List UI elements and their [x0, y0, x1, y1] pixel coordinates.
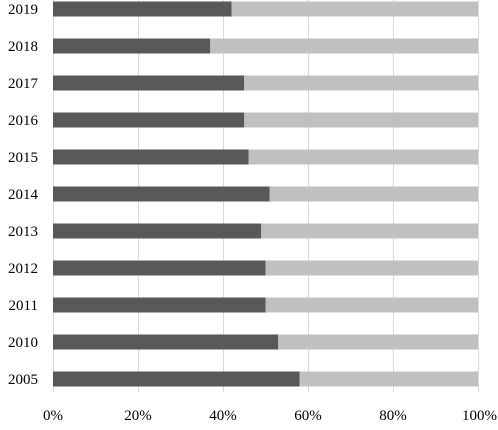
category-label-2005: 2005	[8, 372, 38, 388]
x-tick-label-100pct: 100%	[462, 408, 497, 424]
category-label-2019: 2019	[8, 2, 38, 18]
bar-2015-segment-1	[53, 149, 249, 165]
bar-2005-segment-1	[53, 371, 300, 387]
bar-2016-segment-1	[53, 112, 245, 128]
category-label-2011: 2011	[9, 298, 38, 314]
x-tick-labels: 0% 20% 40% 60% 80% 100%	[43, 408, 497, 424]
bar-2013-segment-2	[261, 223, 478, 239]
category-label-2015: 2015	[8, 150, 38, 166]
bar-2017-segment-1	[53, 75, 245, 91]
category-label-2018: 2018	[8, 39, 38, 55]
bar-2018-segment-1	[53, 38, 211, 54]
bar-2011-segment-2	[265, 297, 478, 313]
category-label-2012: 2012	[8, 261, 38, 277]
bar-2010-segment-1	[53, 334, 279, 350]
bar-2005-segment-2	[299, 371, 478, 387]
x-tick-label-40pct: 40%	[209, 408, 237, 424]
bar-2010-segment-2	[278, 334, 478, 350]
category-label-2017: 2017	[8, 76, 39, 92]
category-labels: 2019 2018 2017 2016 2015 2014 2013 2012 2011 2010…	[8, 2, 39, 388]
x-tick-label-0pct: 0%	[43, 408, 63, 424]
bar-2011-segment-1	[53, 297, 266, 313]
bar-2015-segment-2	[248, 149, 478, 165]
category-label-2013: 2013	[8, 224, 38, 240]
x-tick-label-80pct: 80%	[379, 408, 407, 424]
bar-2014-segment-2	[269, 186, 478, 202]
bars	[53, 1, 478, 387]
bar-2018-segment-2	[210, 38, 478, 54]
x-tick-label-60pct: 60%	[294, 408, 322, 424]
bar-2012-segment-2	[265, 260, 478, 276]
bar-2019-segment-1	[53, 1, 232, 17]
bar-2017-segment-2	[244, 75, 478, 91]
bar-2013-segment-1	[53, 223, 262, 239]
bar-2016-segment-2	[244, 112, 478, 128]
category-label-2014: 2014	[8, 187, 39, 203]
category-label-2016: 2016	[8, 113, 39, 129]
bar-2019-segment-2	[231, 1, 478, 17]
category-label-2010: 2010	[8, 335, 38, 351]
bar-2012-segment-1	[53, 260, 266, 276]
bar-2014-segment-1	[53, 186, 270, 202]
x-tick-label-20pct: 20%	[124, 408, 152, 424]
